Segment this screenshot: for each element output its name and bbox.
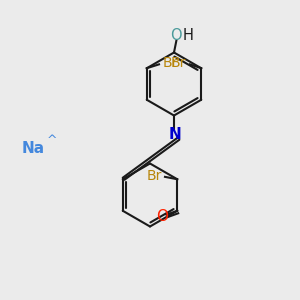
Text: H: H bbox=[182, 28, 193, 43]
Text: O: O bbox=[171, 28, 182, 43]
Text: Br: Br bbox=[171, 56, 187, 70]
Text: Na: Na bbox=[21, 141, 45, 156]
Text: N: N bbox=[168, 127, 181, 142]
Text: ^: ^ bbox=[46, 134, 57, 147]
Text: O: O bbox=[156, 209, 168, 224]
Text: Br: Br bbox=[146, 169, 162, 183]
Text: Br: Br bbox=[162, 56, 178, 70]
